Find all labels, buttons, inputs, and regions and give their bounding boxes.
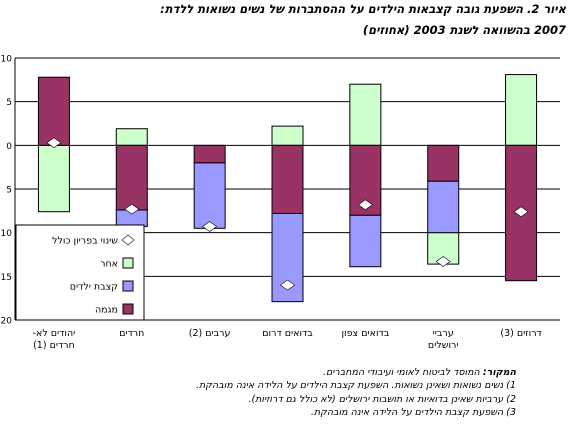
y-tick-label: 20 — [1, 317, 13, 327]
chart-subtitle: 2007 בהשוואה לשנת 2003 (אחוזים) — [362, 23, 566, 37]
chart-title: איור 2. השפעת גובה קצבאות הילדים על ההסת… — [160, 2, 566, 16]
total-marker — [435, 256, 451, 267]
legend-label: שינוי בפריון כולל — [52, 236, 118, 247]
x-tick-label: ערביי — [433, 328, 454, 339]
total-markers — [46, 137, 529, 291]
bar-segment — [349, 83, 382, 146]
legend-swatch — [122, 303, 134, 315]
legend-label: אחר — [100, 259, 118, 270]
x-axis-labels: יהודים לא-חרדים (1) חרדים ערבים (2) בדואים … — [33, 328, 542, 350]
stacked-bar-chart: 20 15 10 5 0 5 10 יהודים לא-חרדים (1) חרדים ערבי… — [1, 55, 560, 350]
source-label: המקור: — [482, 367, 516, 378]
y-tick-label: 10 — [1, 55, 13, 65]
notes-block: המקור: המוסד לביטוח לאומי ועיבודי המחברי… — [196, 366, 516, 420]
note-1: 1) נשים נשואות ושאינן נשואות. השפעת קצבת… — [196, 380, 516, 392]
y-tick-label: 5 — [6, 186, 12, 196]
legend-label: מגמה — [95, 305, 118, 316]
legend-label: קצבת ילדים — [70, 282, 119, 293]
bar-segment — [193, 144, 226, 164]
x-tick-label: חרדים (1) — [33, 340, 75, 350]
legend: שינוי בפריון כולל אחר קצבת ילדים מגמה — [15, 224, 145, 321]
x-tick-label: יהודים לא- — [33, 328, 76, 339]
bar-segment — [427, 144, 460, 182]
legend-swatch — [121, 234, 135, 246]
source-line: המקור: המוסד לביטוח לאומי ועיבודי המחברי… — [196, 366, 516, 379]
bar-segment — [115, 128, 148, 146]
bar-segment — [271, 144, 304, 214]
y-tick-label: 0 — [6, 142, 12, 152]
total-marker — [124, 203, 140, 215]
total-marker — [202, 221, 218, 232]
legend-swatch — [122, 257, 134, 269]
x-tick-label: דרוזים (3) — [500, 328, 541, 339]
bar-segment — [37, 144, 70, 213]
bar-segment — [115, 144, 148, 211]
source-text: המוסד לביטוח לאומי ועיבודי המחברים. — [322, 367, 480, 378]
bar-segment — [427, 180, 460, 234]
bar-segment — [271, 125, 304, 146]
bar-segment — [193, 162, 226, 229]
y-tick-label: 10 — [1, 229, 13, 239]
y-tick-label: 15 — [1, 273, 12, 283]
x-tick-label: ירושלים — [428, 340, 459, 350]
bar-segment — [505, 74, 538, 146]
x-tick-label: חרדים — [119, 328, 144, 339]
note-2: 2) ערביות שאינן בדואיות או תושבות ירושלי… — [248, 393, 516, 405]
x-tick-label: ערבים (2) — [189, 328, 231, 339]
total-marker — [357, 199, 373, 211]
legend-swatch — [122, 280, 134, 292]
note-3: 3) השפעת קצבת הילדים על הלידה אינה מובהק… — [310, 407, 516, 419]
y-axis: 20 15 10 5 0 5 10 — [1, 55, 16, 327]
total-marker — [513, 206, 529, 218]
x-tick-label: בדואים צפון — [341, 328, 389, 339]
x-tick-label: בדואים דרום — [262, 328, 313, 339]
y-tick-label: 5 — [6, 98, 12, 108]
bar-segment — [37, 76, 70, 146]
bar-segment — [349, 214, 382, 268]
total-marker — [46, 137, 62, 149]
total-marker — [279, 279, 296, 291]
